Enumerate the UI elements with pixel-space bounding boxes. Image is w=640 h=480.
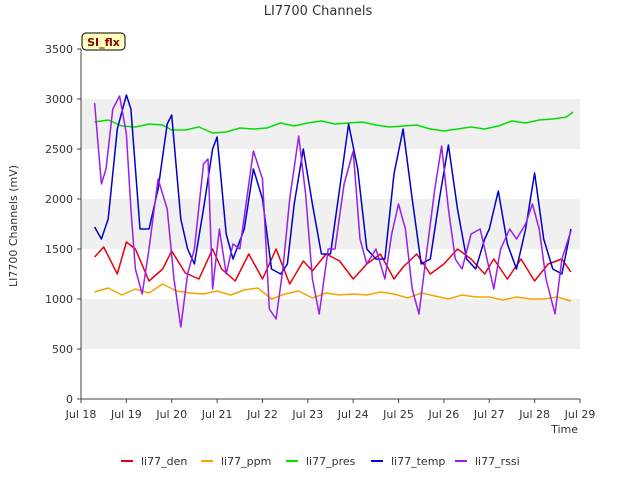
grid-band [81,349,580,399]
x-tick-label: Jul 18 [65,408,97,421]
y-axis-label: LI7700 Channels (mV) [7,165,20,287]
axes: 0 500 1000 1500 2000 2500 3000 3500 Jul 18 Jul 19… [45,43,595,421]
chart-title: LI7700 Channels [264,4,373,19]
x-tick-label: Jul 25 [382,408,414,421]
series-line-li77-pres [94,111,574,134]
site-badge-label: SI_flx [87,36,120,49]
y-tick-label: 1000 [45,293,73,306]
grid-band [81,199,580,249]
site-badge: SI_flx [81,32,126,51]
y-tick-label: 2000 [45,193,73,206]
series-line-li77-ppm [94,283,572,302]
series-lines [93,94,574,328]
site-badge-box [81,32,126,51]
y-tick-label: 1500 [45,243,73,256]
legend: li77_den li77_ppm li77_pres li77_temp li77_r… [121,455,520,468]
grid-band [81,49,580,99]
x-tick-label: Jul 21 [201,408,233,421]
legend-label: li77_rssi [475,455,520,468]
y-tick-label: 0 [66,393,73,406]
x-axis-label: Time [550,423,578,436]
series-line-li77-temp [93,94,572,275]
legend-label: li77_ppm [221,455,271,468]
y-tick-label: 500 [52,343,73,356]
x-tick-label: Jul 20 [155,408,187,421]
legend-label: li77_pres [306,455,356,468]
series-line-li77-rssi [93,95,572,328]
y-tick-label: 2500 [45,143,73,156]
legend-label: li77_den [141,455,187,468]
x-tick-label: Jul 29 [564,408,596,421]
grid-band [81,149,580,199]
x-tick-label: Jul 24 [337,408,369,421]
x-tick-label: Jul 22 [246,408,278,421]
x-tick-label: Jul 19 [110,408,142,421]
y-tick-label: 3500 [45,43,73,56]
y-tick-label: 3000 [45,93,73,106]
x-tick-label: Jul 28 [518,408,550,421]
grid-band [81,299,580,349]
x-tick-label: Jul 23 [291,408,323,421]
x-tick-label: Jul 26 [428,408,460,421]
x-tick-label: Jul 27 [473,408,505,421]
legend-label: li77_temp [391,455,445,468]
grid-bands [81,49,580,399]
